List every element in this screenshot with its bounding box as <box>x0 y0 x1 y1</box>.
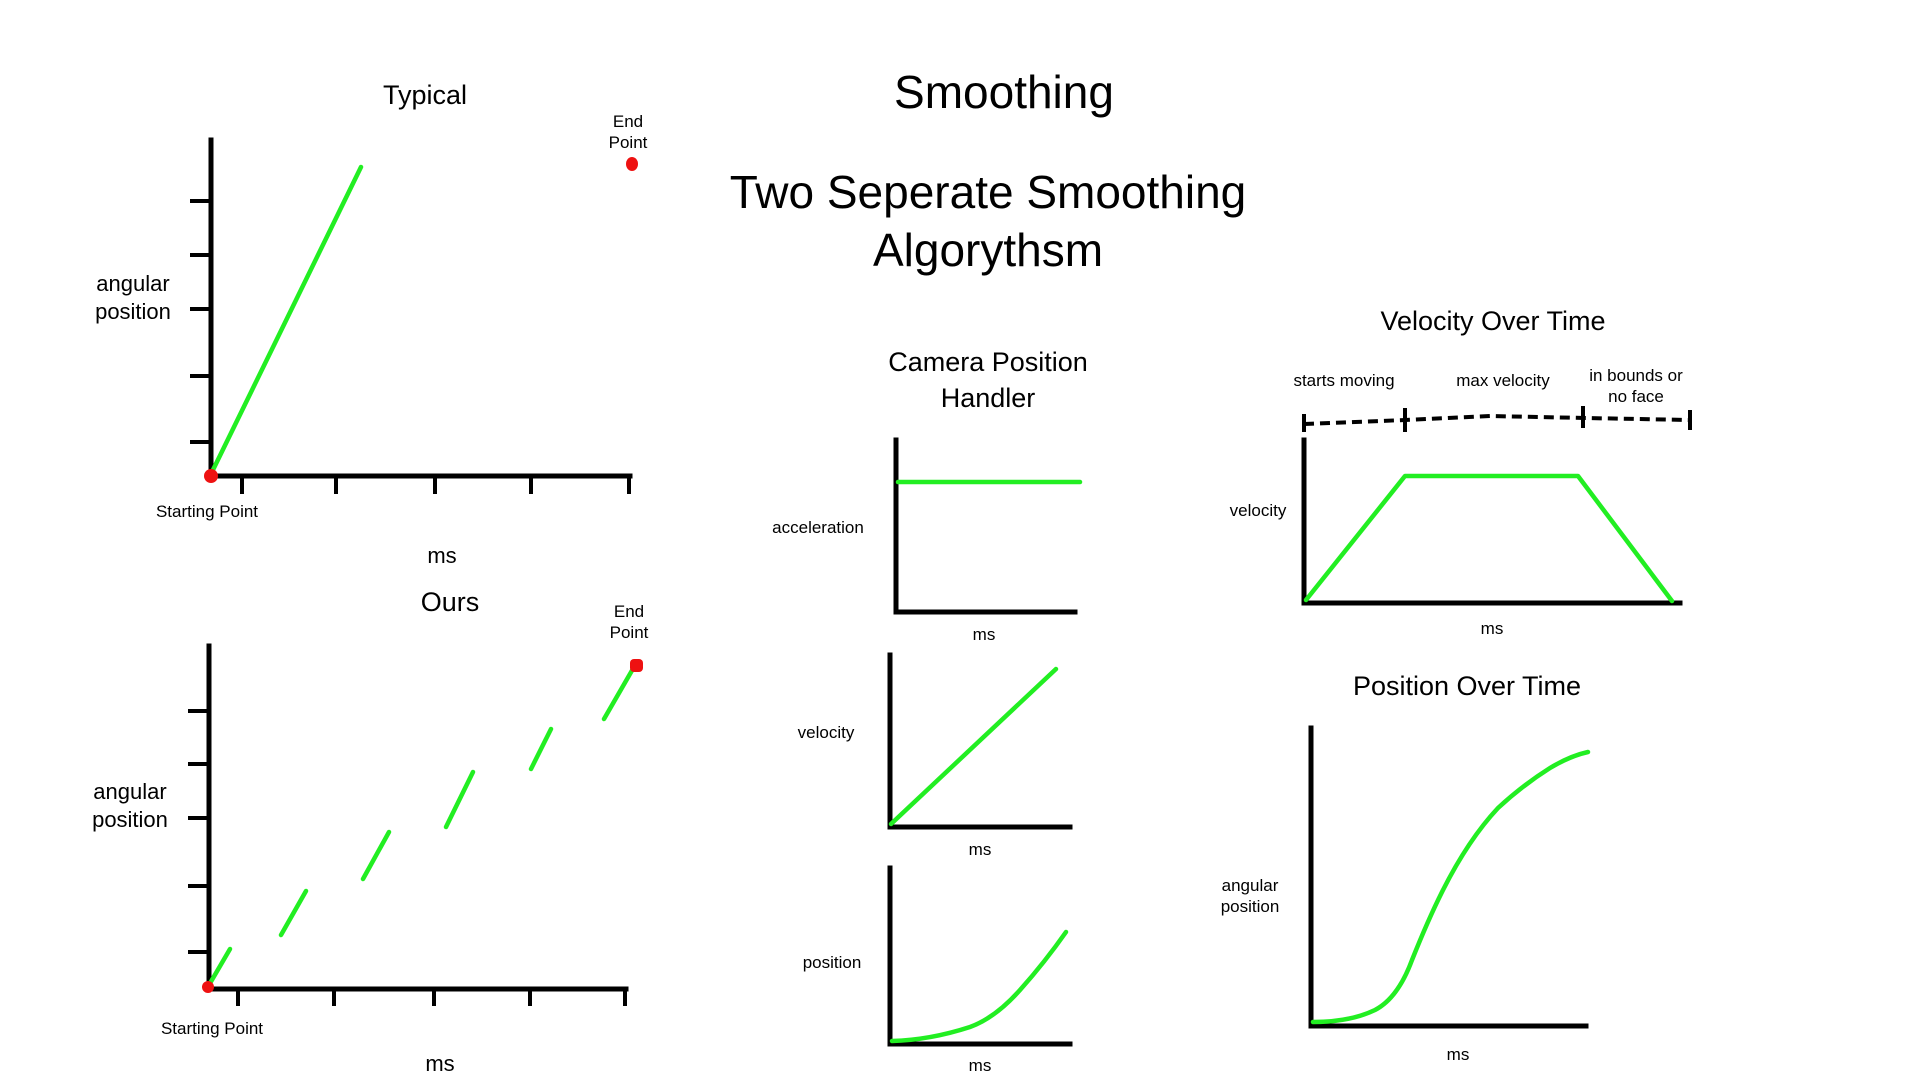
velocity-over-time: Velocity Over Time starts moving max vel… <box>1230 306 1692 638</box>
ours-y-label-2: position <box>92 807 168 832</box>
acceleration-axes <box>893 437 1078 615</box>
subtitle-line-2: Algorythsm <box>873 224 1103 276</box>
ours-end-label-1: End <box>614 602 644 621</box>
velocity-line <box>888 666 1059 827</box>
position-over-time-title: Position Over Time <box>1353 671 1581 701</box>
acceleration-graph: acceleration ms <box>772 437 1083 644</box>
position-over-time-y-label-1: angular <box>1222 876 1279 895</box>
ours-axes <box>206 643 629 992</box>
phase-in-bounds-line-1: in bounds or <box>1589 366 1683 385</box>
position-over-time-y-label-2: position <box>1221 897 1280 916</box>
ours-start-point <box>202 981 214 993</box>
page-title: Smoothing <box>894 66 1114 118</box>
velocity-trapezoid <box>1303 473 1675 604</box>
ours-y-label-1: angular <box>93 779 166 804</box>
typical-y-ticks <box>190 199 211 444</box>
typical-x-label: ms <box>427 543 456 568</box>
velocity-axes <box>887 652 1073 830</box>
camera-title-line-2: Handler <box>941 383 1036 413</box>
velocity-x-label: ms <box>969 840 992 859</box>
position-x-label: ms <box>969 1056 992 1075</box>
camera-position-handler: Camera Position Handler acceleration ms … <box>772 347 1088 1075</box>
typical-end-point <box>626 157 638 171</box>
velocity-over-time-title: Velocity Over Time <box>1380 306 1605 336</box>
ours-start-label: Starting Point <box>161 1019 263 1038</box>
ours-title: Ours <box>421 587 480 617</box>
position-graph: position ms <box>803 865 1073 1075</box>
position-s-curve <box>1310 749 1591 1025</box>
position-y-label: position <box>803 953 862 972</box>
acceleration-x-label: ms <box>973 625 996 644</box>
ours-dashed-line <box>206 664 637 988</box>
position-curve <box>889 929 1069 1044</box>
typical-graph: Typical angular position ms Starting Poi… <box>95 80 648 568</box>
typical-start-point <box>204 469 218 483</box>
ours-end-point <box>630 659 643 672</box>
velocity-y-label: velocity <box>798 723 855 742</box>
ours-end-label-2: Point <box>610 623 649 642</box>
phase-markers <box>1302 406 1692 432</box>
phase-in-bounds-line-2: no face <box>1608 387 1664 406</box>
ours-graph: Ours angular position ms St <box>92 587 649 1076</box>
typical-axes <box>208 137 633 479</box>
typical-title: Typical <box>383 80 467 110</box>
velocity-over-time-y-label: velocity <box>1230 501 1287 520</box>
camera-title-line-1: Camera Position <box>888 347 1088 377</box>
velocity-graph: velocity ms <box>798 652 1073 859</box>
acceleration-y-label: acceleration <box>772 518 864 537</box>
phase-timeline <box>1303 413 1692 426</box>
typical-line <box>208 164 364 477</box>
typical-start-label: Starting Point <box>156 502 258 521</box>
position-over-time-axes <box>1308 725 1589 1029</box>
typical-x-ticks <box>240 476 631 494</box>
typical-end-label-2: Point <box>609 133 648 152</box>
typical-y-label-1: angular <box>96 271 169 296</box>
velocity-over-time-axes <box>1301 437 1683 606</box>
ours-x-label: ms <box>425 1051 454 1076</box>
ours-y-ticks <box>188 709 209 954</box>
phase-starts-moving: starts moving <box>1293 371 1394 390</box>
typical-y-label-2: position <box>95 299 171 324</box>
position-over-time: Position Over Time angular position ms <box>1221 671 1591 1064</box>
typical-end-label-1: End <box>613 112 643 131</box>
position-axes <box>887 865 1073 1047</box>
position-over-time-x-label: ms <box>1447 1045 1470 1064</box>
subtitle-line-1: Two Seperate Smoothing <box>730 166 1247 218</box>
phase-max-velocity: max velocity <box>1456 371 1550 390</box>
ours-x-ticks <box>236 989 627 1006</box>
velocity-over-time-x-label: ms <box>1481 619 1504 638</box>
